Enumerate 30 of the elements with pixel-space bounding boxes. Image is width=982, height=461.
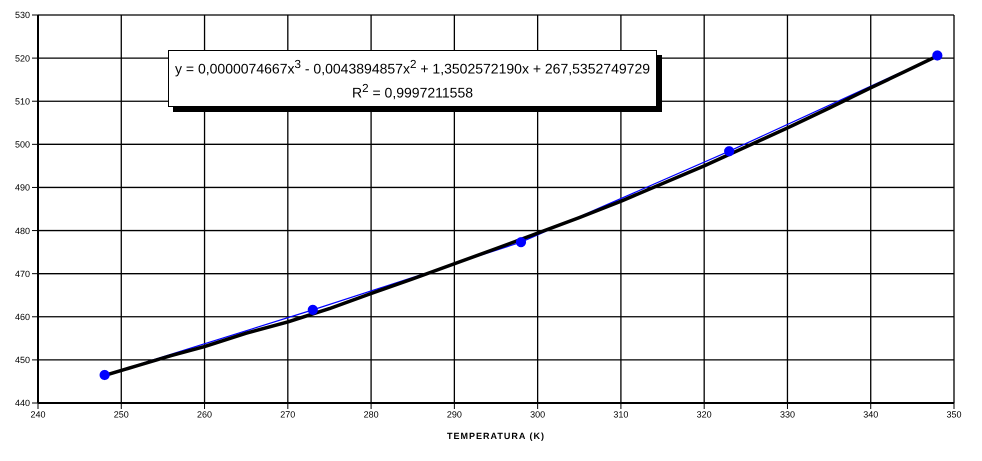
x-tick-label: 260 <box>197 409 212 420</box>
x-tick-label: 320 <box>696 409 712 420</box>
point <box>932 50 942 61</box>
y-tick-label: 530 <box>14 10 30 20</box>
y-tick-label: 460 <box>14 312 30 322</box>
y-tick-label: 480 <box>14 226 30 236</box>
annotation: R$^{2}$ = 0,9997211558 <box>350 80 474 102</box>
x-tick-label: 290 <box>446 409 462 420</box>
y-tick-label: 470 <box>14 268 30 279</box>
point <box>516 237 526 248</box>
x-tick-label: 240 <box>30 409 46 420</box>
x-tick-label: 340 <box>863 409 878 420</box>
y-tick-label: 510 <box>14 96 30 106</box>
x-tick-label: 350 <box>946 409 962 420</box>
x-tick-label: 310 <box>613 409 628 420</box>
y-tick-label: 500 <box>14 140 30 150</box>
y-tick-label: 440 <box>14 398 30 408</box>
x-tick-label: 250 <box>114 409 129 420</box>
x-tick-label: 280 <box>364 409 379 420</box>
y-tick-label: 450 <box>14 355 30 366</box>
x-axis-title: TEMPERATURA (K) <box>447 431 545 441</box>
point <box>308 304 318 315</box>
point <box>100 370 110 380</box>
y-tick-label: 520 <box>14 53 30 64</box>
annotation: y = 0,0000074667x$^{3}$ - 0,0043894857x$^{2}$ + 1,3502572190x + 267,5352749729 <box>175 57 650 79</box>
y-tick-label: 490 <box>14 182 30 193</box>
x-tick-label: 300 <box>530 409 546 420</box>
point <box>724 146 734 156</box>
x-tick-label: 330 <box>780 409 795 420</box>
x-tick-label: 270 <box>280 409 296 420</box>
